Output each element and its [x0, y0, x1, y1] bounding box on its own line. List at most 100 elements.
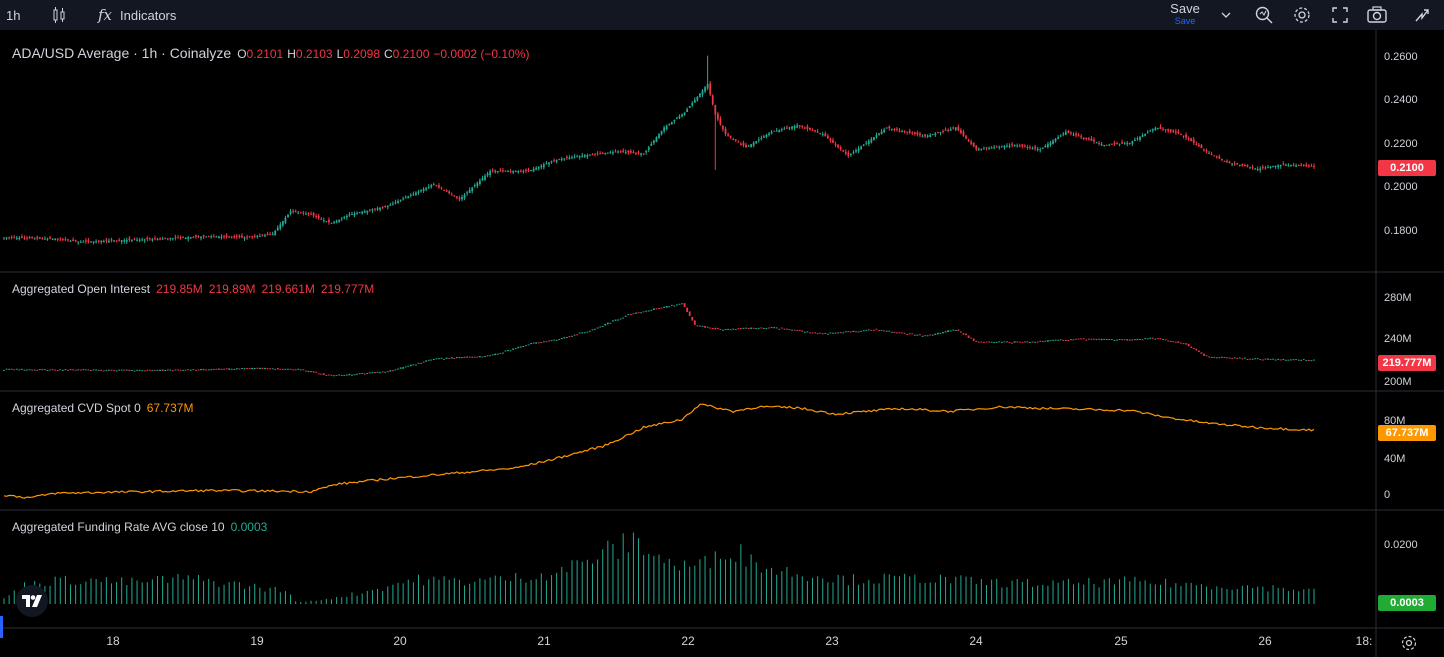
- price-candle: [737, 141, 740, 143]
- price-candle: [151, 239, 154, 241]
- price-candle: [1246, 165, 1249, 167]
- oi-candle: [1223, 357, 1226, 359]
- oi-candle: [420, 362, 422, 364]
- oi-candle: [637, 312, 640, 314]
- price-candle: [1223, 161, 1226, 163]
- price-candle: [187, 237, 190, 240]
- price-candle: [171, 238, 174, 240]
- cvd-last-tag: 67.737M: [1378, 425, 1436, 441]
- cvd-axis-label: 40M: [1384, 453, 1406, 465]
- quick-search-button[interactable]: [1254, 0, 1274, 30]
- snapshot-button[interactable]: [1366, 0, 1388, 30]
- price-candle: [507, 171, 509, 173]
- oi-candle: [61, 369, 64, 371]
- oi-candle: [289, 368, 292, 370]
- oi-candle: [1313, 359, 1315, 361]
- oi-candle: [816, 333, 819, 335]
- oi-candle: [473, 356, 476, 358]
- oi-candle: [903, 332, 906, 334]
- price-candle: [376, 208, 379, 210]
- price-candle: [686, 109, 689, 112]
- open-interest-pane[interactable]: [3, 303, 1315, 377]
- oi-candle: [56, 370, 59, 372]
- indicators-button[interactable]: fx Indicators: [98, 0, 176, 30]
- oi-candle: [1300, 359, 1303, 361]
- price-candle: [878, 133, 880, 135]
- price-candle: [1052, 140, 1054, 144]
- oi-candle: [409, 364, 412, 367]
- oi-candle: [601, 325, 604, 327]
- oi-candle: [287, 368, 289, 370]
- oi-candle: [38, 369, 41, 371]
- price-candle: [1297, 165, 1300, 167]
- oi-candle: [69, 369, 72, 371]
- price-candle: [980, 148, 983, 150]
- price-candle: [783, 128, 786, 130]
- oi-candle: [1047, 340, 1049, 342]
- price-candle: [481, 178, 484, 181]
- oi-candle: [775, 327, 778, 329]
- oi-candle: [1031, 341, 1034, 343]
- price-candle: [880, 131, 883, 135]
- price-pane[interactable]: [3, 55, 1315, 245]
- oi-candle: [942, 331, 944, 334]
- chevron-down-icon: [1220, 9, 1232, 21]
- oi-candle: [1144, 338, 1147, 340]
- price-candle: [299, 212, 302, 214]
- settings-button[interactable]: [1292, 0, 1312, 30]
- price-candle: [15, 237, 18, 239]
- cvd-pane[interactable]: [3, 403, 1315, 499]
- oi-candle: [404, 366, 407, 368]
- oi-candle: [120, 369, 123, 371]
- price-candle: [1006, 145, 1008, 147]
- price-candle: [606, 152, 609, 154]
- price-candle: [1003, 146, 1006, 148]
- candle-type-button[interactable]: [50, 0, 68, 30]
- price-candle: [202, 235, 205, 237]
- oi-candle: [1018, 341, 1021, 343]
- interval-button[interactable]: 1h: [6, 0, 20, 30]
- price-candle: [450, 194, 453, 196]
- oi-candle: [565, 337, 568, 339]
- chart-canvas[interactable]: [0, 30, 1444, 657]
- oi-candle: [893, 331, 896, 333]
- gear-icon: [1292, 5, 1312, 25]
- oi-candle: [33, 369, 36, 371]
- oi-candle: [154, 369, 156, 371]
- price-candle: [366, 210, 369, 213]
- price-candle: [509, 170, 512, 172]
- price-candle: [1197, 144, 1200, 147]
- price-candle: [949, 129, 952, 131]
- funding-pane[interactable]: [3, 532, 1315, 604]
- price-candle: [775, 130, 778, 132]
- price-candle: [875, 135, 878, 138]
- price-candle: [1295, 165, 1297, 167]
- price-candle: [77, 241, 80, 243]
- oi-candle: [281, 368, 284, 370]
- oi-candle: [113, 370, 115, 372]
- price-candle: [102, 240, 105, 243]
- oi-candle: [261, 367, 264, 369]
- oi-candle: [67, 369, 69, 371]
- save-button[interactable]: Save Save: [1168, 2, 1202, 26]
- publish-button[interactable]: [1412, 0, 1432, 30]
- save-dropdown-button[interactable]: [1220, 0, 1232, 30]
- price-candle: [458, 197, 461, 200]
- oi-candle: [545, 341, 548, 343]
- oi-candle: [302, 369, 305, 371]
- oi-candle: [1295, 358, 1297, 360]
- oi-candle: [980, 341, 983, 343]
- oi-candle: [563, 337, 566, 339]
- chart-settings-button[interactable]: [1400, 634, 1418, 657]
- oi-candle: [28, 369, 31, 371]
- oi-candle: [1208, 356, 1210, 358]
- price-candle: [463, 194, 466, 199]
- price-candle: [936, 132, 939, 134]
- tradingview-logo[interactable]: [16, 585, 48, 617]
- price-candle: [931, 134, 934, 136]
- price-candle: [1277, 165, 1280, 168]
- oi-value-3: 219.661M: [261, 282, 315, 296]
- oi-candle: [26, 369, 28, 371]
- fullscreen-button[interactable]: [1330, 0, 1350, 30]
- price-candle: [1182, 135, 1185, 137]
